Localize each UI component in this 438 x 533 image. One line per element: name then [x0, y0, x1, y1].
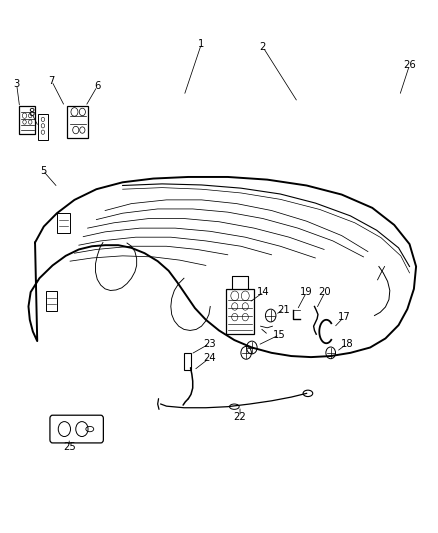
Text: 17: 17: [337, 312, 350, 322]
Text: 23: 23: [203, 339, 215, 349]
Text: 24: 24: [203, 353, 215, 363]
Text: 21: 21: [277, 305, 290, 315]
Bar: [226, 289, 254, 335]
Bar: [38, 114, 48, 140]
Text: 3: 3: [14, 79, 20, 89]
Text: 22: 22: [233, 412, 247, 422]
Text: 19: 19: [300, 287, 313, 297]
Text: 5: 5: [40, 166, 46, 175]
Text: 7: 7: [49, 76, 55, 86]
Text: 2: 2: [260, 42, 266, 52]
Text: 25: 25: [63, 442, 76, 451]
Bar: [46, 291, 57, 311]
Text: 15: 15: [273, 330, 286, 340]
Bar: [67, 106, 88, 138]
Text: 8: 8: [28, 108, 35, 118]
Bar: [57, 213, 70, 233]
Text: 14: 14: [258, 287, 270, 297]
Bar: [19, 106, 35, 134]
Text: 6: 6: [94, 82, 100, 91]
Text: 26: 26: [403, 60, 416, 70]
Text: 20: 20: [319, 287, 331, 297]
Text: 18: 18: [341, 339, 353, 349]
Bar: [184, 353, 191, 370]
Text: 1: 1: [198, 39, 205, 49]
